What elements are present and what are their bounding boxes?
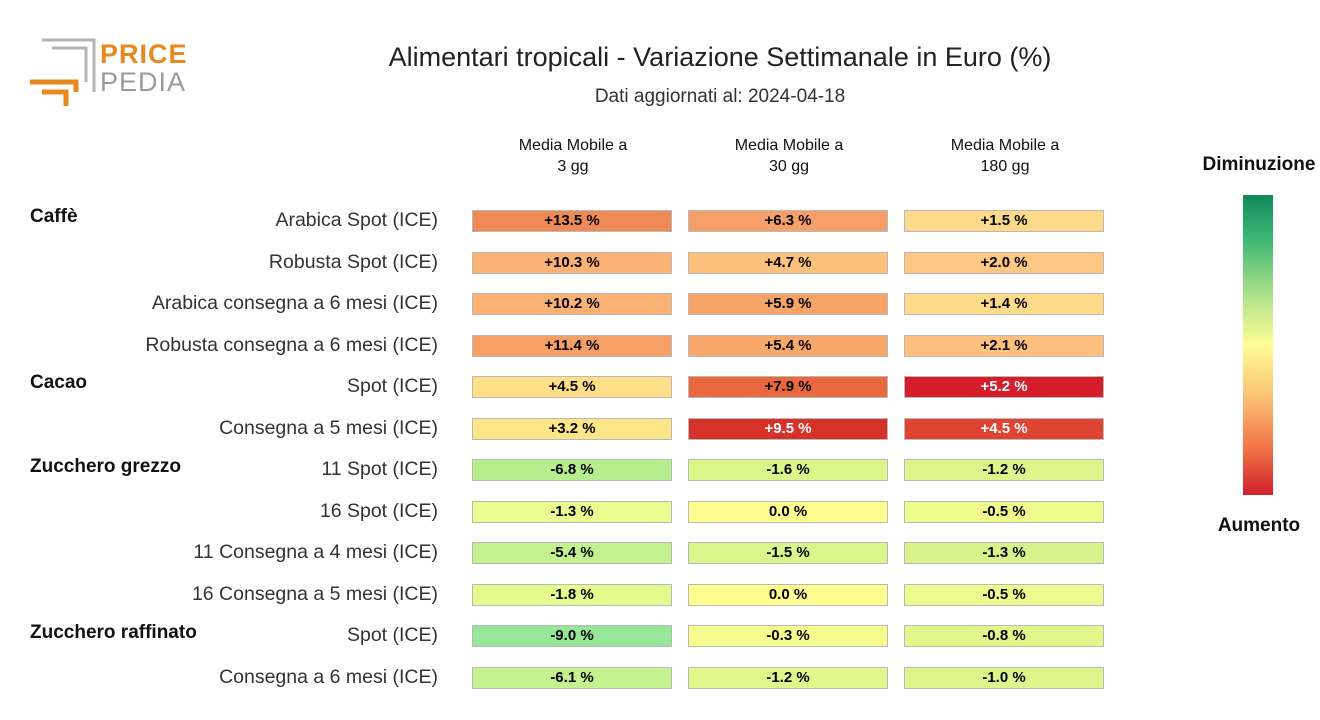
row-label: Consegna a 6 mesi (ICE) [219,665,438,688]
heatmap-cell: +9.5 % [688,417,888,440]
column-header-line1: Media Mobile a [734,137,844,154]
column-header-180gg: Media Mobile a 180 gg [904,135,1106,177]
heatmap-cell: +10.3 % [472,251,672,274]
heatmap-cell: +10.2 % [472,293,672,315]
column-header-line2: 180 gg [980,158,1030,175]
column-header-30gg: Media Mobile a 30 gg [688,135,890,177]
heatmap-cell: -0.5 % [904,583,1104,606]
group-label-zucchero-grezzo: Zucchero grezzo [30,456,181,477]
heatmap-cell: +2.0 % [904,251,1104,274]
heatmap-cell: -1.3 % [904,542,1104,564]
legend-label-bottom: Aumento [1217,515,1301,536]
heatmap-cell: -5.4 % [472,542,672,564]
heatmap-cell: -9.0 % [472,625,672,647]
logo-text-price: PRICE [100,39,188,69]
heatmap-cell: +4.5 % [472,376,672,398]
heatmap-cell: -1.2 % [688,666,888,689]
group-label-cacao: Cacao [30,372,88,393]
heatmap-cell: 0.0 % [688,583,888,606]
row-label: 16 Spot (ICE) [319,499,438,522]
column-header-line1: Media Mobile a [518,137,628,154]
heatmap-cell: +5.4 % [688,334,888,357]
heatmap-cell: -6.1 % [472,666,672,689]
heatmap-cell: +7.9 % [688,376,888,398]
chart-title: Alimentari tropicali - Variazione Settim… [388,42,1052,72]
row-label: 11 Spot (ICE) [321,458,438,480]
row-label: 11 Consegna a 4 mesi (ICE) [193,541,438,563]
heatmap-cell: +4.5 % [904,417,1104,440]
heatmap-cell: -0.3 % [688,625,888,647]
chart-subtitle: Dati aggiornati al: 2024-04-18 [594,86,846,107]
heatmap-cell: -1.6 % [688,459,888,481]
heatmap-cell: -1.8 % [472,583,672,606]
column-header-line2: 30 gg [768,158,810,175]
heatmap-cell: -1.2 % [904,459,1104,481]
legend-label-top: Diminuzione [1202,154,1316,175]
heatmap-cell: +5.9 % [688,293,888,315]
legend-color-scale [1243,195,1273,495]
heatmap-cell: +5.2 % [904,376,1104,398]
heatmap-cell: -1.3 % [472,500,672,523]
column-header-3gg: Media Mobile a 3 gg [472,135,674,177]
row-label: Spot (ICE) [346,375,438,397]
column-header-line2: 3 gg [557,158,589,175]
group-label-zucchero-raffinato: Zucchero raffinato [30,622,197,643]
heatmap-cell: -1.5 % [688,542,888,564]
row-label: 16 Consegna a 5 mesi (ICE) [191,582,438,605]
column-header-line1: Media Mobile a [950,137,1060,154]
heatmap-cell: +3.2 % [472,417,672,440]
logo-mark-icon [30,38,96,106]
heatmap-cell: +1.5 % [904,210,1104,232]
row-label: Arabica Spot (ICE) [275,209,438,231]
heatmap-cell: +1.4 % [904,293,1104,315]
row-label: Robusta Spot (ICE) [268,250,438,273]
heatmap-cell: -1.0 % [904,666,1104,689]
heatmap-cell: -6.8 % [472,459,672,481]
row-label: Arabica consegna a 6 mesi (ICE) [151,292,438,314]
heatmap-cell: +2.1 % [904,334,1104,357]
heatmap-cell: +11.4 % [472,334,672,357]
group-label-caffe: Caffè [30,206,78,227]
heatmap-cell: -0.8 % [904,625,1104,647]
heatmap-cell: -0.5 % [904,500,1104,523]
pricepedia-logo: PRICE PEDIA [28,36,188,110]
heatmap-cell: 0.0 % [688,500,888,523]
heatmap-cell: +13.5 % [472,210,672,232]
row-label: Spot (ICE) [346,624,438,646]
heatmap-cell: +6.3 % [688,210,888,232]
logo-text-pedia: PEDIA [100,67,187,97]
row-label: Robusta consegna a 6 mesi (ICE) [145,333,438,356]
heatmap-cell: +4.7 % [688,251,888,274]
row-label: Consegna a 5 mesi (ICE) [219,416,438,439]
